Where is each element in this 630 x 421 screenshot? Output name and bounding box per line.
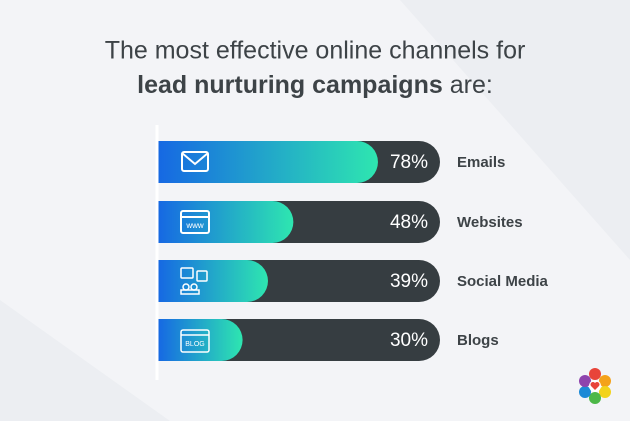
category-label: Blogs (457, 332, 499, 349)
bar (158, 141, 378, 183)
svg-text:www: www (185, 221, 204, 230)
bg-shape (400, 0, 630, 260)
bg-shape (0, 300, 170, 421)
title-line: lead nurturing campaigns are: (137, 71, 493, 99)
bar (158, 260, 268, 302)
category-label: Websites (457, 214, 523, 231)
icon-website: www (180, 210, 210, 234)
value-label: 30% (390, 330, 428, 351)
value-label: 78% (390, 152, 428, 173)
svg-text:BLOG: BLOG (185, 341, 204, 348)
bar (158, 201, 294, 243)
icon-blog: BLOG (180, 329, 210, 353)
title-line: The most effective online channels for (105, 37, 526, 65)
bar (158, 319, 243, 361)
value-label: 39% (390, 271, 428, 292)
title-bold: lead nurturing campaigns (137, 71, 443, 99)
icon-social (180, 267, 208, 295)
bars: 78% Emails 48% Websites 39% Social Media 30% Bl… (158, 141, 549, 361)
logo (579, 368, 611, 404)
category-label: Emails (457, 154, 505, 171)
category-label: Social Media (457, 273, 549, 290)
icon-email (181, 151, 209, 172)
value-label: 48% (390, 212, 428, 233)
title-rest: are: (450, 71, 493, 99)
